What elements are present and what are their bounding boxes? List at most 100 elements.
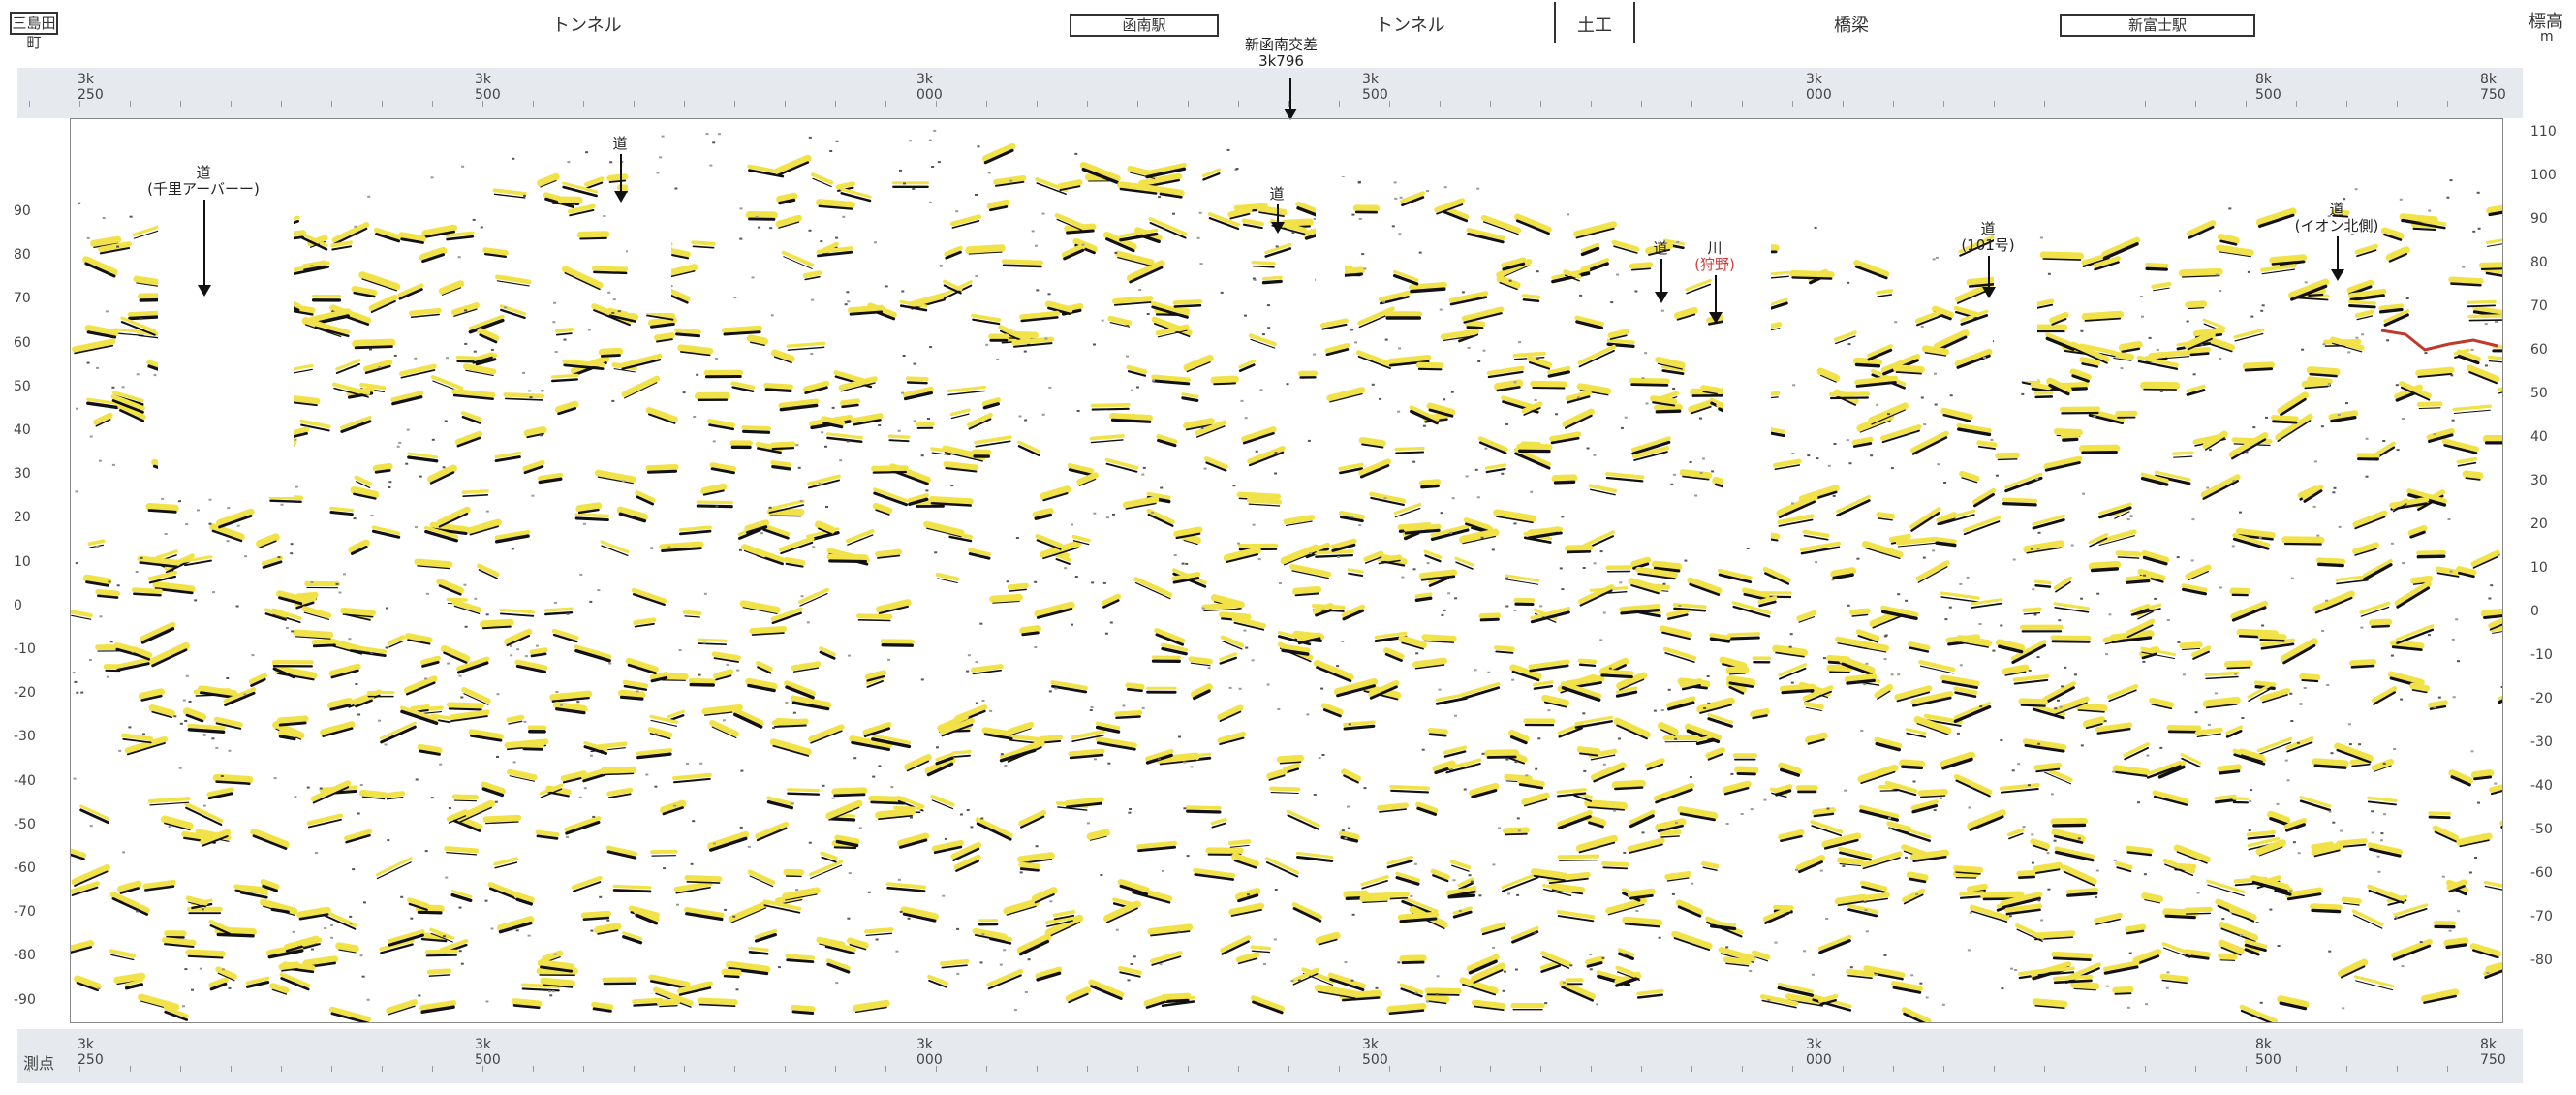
seismic-speckle bbox=[203, 735, 206, 736]
seismic-speckle bbox=[1492, 548, 1495, 550]
seismic-speckle bbox=[1825, 918, 1828, 920]
station-tick bbox=[1893, 101, 1894, 107]
seismic-speckle bbox=[2298, 852, 2301, 854]
seismic-speckle bbox=[1587, 448, 1590, 450]
seismic-speckle bbox=[445, 877, 448, 879]
seismic-wavelet bbox=[1661, 832, 1679, 833]
seismic-wavelet bbox=[189, 730, 223, 733]
seismic-speckle bbox=[807, 621, 810, 623]
seismic-wavelet bbox=[2482, 265, 2502, 266]
seismic-wavelet bbox=[1151, 927, 1190, 931]
seismic-wavelet bbox=[843, 401, 858, 403]
seismic-speckle bbox=[378, 720, 381, 722]
seismic-wavelet bbox=[874, 472, 906, 473]
seismic-speckle bbox=[1749, 970, 1752, 972]
seismic-wavelet bbox=[1831, 394, 1868, 395]
seismic-wavelet bbox=[1227, 550, 1257, 558]
seismic-speckle bbox=[183, 700, 186, 702]
seismic-speckle bbox=[315, 852, 318, 854]
seismic-wavelet bbox=[557, 333, 572, 335]
seismic-wavelet bbox=[130, 313, 157, 314]
seismic-speckle bbox=[1940, 798, 1942, 799]
station-tick bbox=[1490, 101, 1491, 107]
seismic-wavelet bbox=[1611, 331, 1627, 335]
seismic-wavelet bbox=[594, 268, 626, 269]
seismic-speckle bbox=[1185, 563, 1188, 565]
seismic-speckle bbox=[1024, 420, 1027, 422]
seismic-wavelet bbox=[625, 379, 657, 394]
seismic-wavelet bbox=[2281, 395, 2305, 411]
seismic-wavelet bbox=[2123, 345, 2139, 348]
seismic-speckle bbox=[1751, 808, 1754, 810]
seismic-wavelet bbox=[1271, 793, 1298, 794]
seismic-speckle bbox=[491, 928, 494, 930]
seismic-speckle bbox=[2289, 890, 2292, 892]
seismic-speckle bbox=[378, 366, 381, 368]
seismic-wavelet bbox=[1487, 465, 1505, 468]
seismic-speckle bbox=[400, 896, 403, 898]
seismic-speckle bbox=[1525, 774, 1528, 776]
seismic-speckle bbox=[955, 210, 958, 212]
seismic-speckle bbox=[1162, 870, 1164, 872]
seismic-speckle bbox=[895, 951, 898, 953]
seismic-wavelet bbox=[1956, 868, 1980, 870]
seismic-wavelet bbox=[766, 386, 791, 388]
seismic-speckle bbox=[2488, 598, 2491, 600]
seismic-wavelet bbox=[2381, 310, 2402, 312]
seismic-speckle bbox=[903, 355, 906, 357]
seismic-wavelet bbox=[2035, 1002, 2064, 1005]
seismic-speckle bbox=[2494, 783, 2497, 785]
seismic-speckle bbox=[791, 802, 794, 804]
seismic-speckle bbox=[1847, 282, 1849, 284]
seismic-speckle bbox=[1515, 969, 1518, 971]
seismic-speckle bbox=[1921, 397, 1924, 399]
seismic-speckle bbox=[872, 776, 875, 778]
seismic-speckle bbox=[1672, 893, 1675, 895]
seismic-speckle bbox=[2010, 968, 2013, 970]
header-item-earthwork: 土工 bbox=[1577, 12, 1612, 37]
seismic-speckle bbox=[510, 645, 512, 647]
seismic-speckle bbox=[912, 188, 915, 190]
seismic-speckle bbox=[1400, 197, 1403, 199]
seismic-speckle bbox=[1790, 633, 1793, 635]
seismic-wavelet bbox=[2309, 295, 2322, 296]
station-tick bbox=[533, 1066, 534, 1072]
seismic-speckle bbox=[1596, 1003, 1598, 1005]
seismic-speckle bbox=[1847, 439, 1849, 441]
seismic-speckle bbox=[465, 626, 468, 628]
seismic-speckle bbox=[1536, 358, 1539, 360]
seismic-speckle bbox=[87, 237, 90, 239]
seismic-speckle bbox=[426, 593, 429, 595]
seismic-speckle bbox=[2486, 972, 2489, 974]
seismic-wavelet bbox=[1090, 832, 1106, 836]
seismic-wavelet bbox=[1815, 810, 1833, 812]
seismic-speckle bbox=[1863, 683, 1866, 685]
seismic-speckle bbox=[849, 872, 852, 874]
seismic-speckle bbox=[1505, 578, 1508, 579]
seismic-speckle bbox=[1014, 1009, 1017, 1011]
seismic-wavelet bbox=[2216, 800, 2234, 802]
seismic-wavelet bbox=[1615, 784, 1642, 785]
seismic-speckle bbox=[2278, 945, 2281, 947]
seismic-speckle bbox=[848, 655, 851, 657]
seismic-wavelet bbox=[838, 184, 853, 187]
seismic-speckle bbox=[567, 161, 570, 163]
seismic-speckle bbox=[1361, 253, 1364, 255]
seismic-wavelet bbox=[2055, 977, 2091, 979]
seismic-wavelet bbox=[1683, 473, 1709, 476]
seismic-speckle bbox=[1583, 567, 1586, 569]
seismic-speckle bbox=[2234, 673, 2237, 675]
seismic-wavelet bbox=[1488, 753, 1515, 754]
seismic-wavelet bbox=[2118, 553, 2138, 554]
seismic-speckle bbox=[1937, 463, 1940, 465]
seismic-speckle bbox=[771, 314, 774, 316]
seismic-wavelet bbox=[1230, 841, 1249, 843]
seismic-speckle bbox=[1516, 894, 1519, 896]
station-m: 500 bbox=[475, 1052, 501, 1068]
seismic-speckle bbox=[1202, 608, 1205, 610]
seismic-speckle bbox=[1443, 610, 1446, 611]
seismic-speckle bbox=[925, 489, 928, 491]
seismic-speckle bbox=[2391, 543, 2394, 545]
seismic-wavelet bbox=[1175, 305, 1200, 306]
seismic-speckle bbox=[1342, 829, 1345, 831]
